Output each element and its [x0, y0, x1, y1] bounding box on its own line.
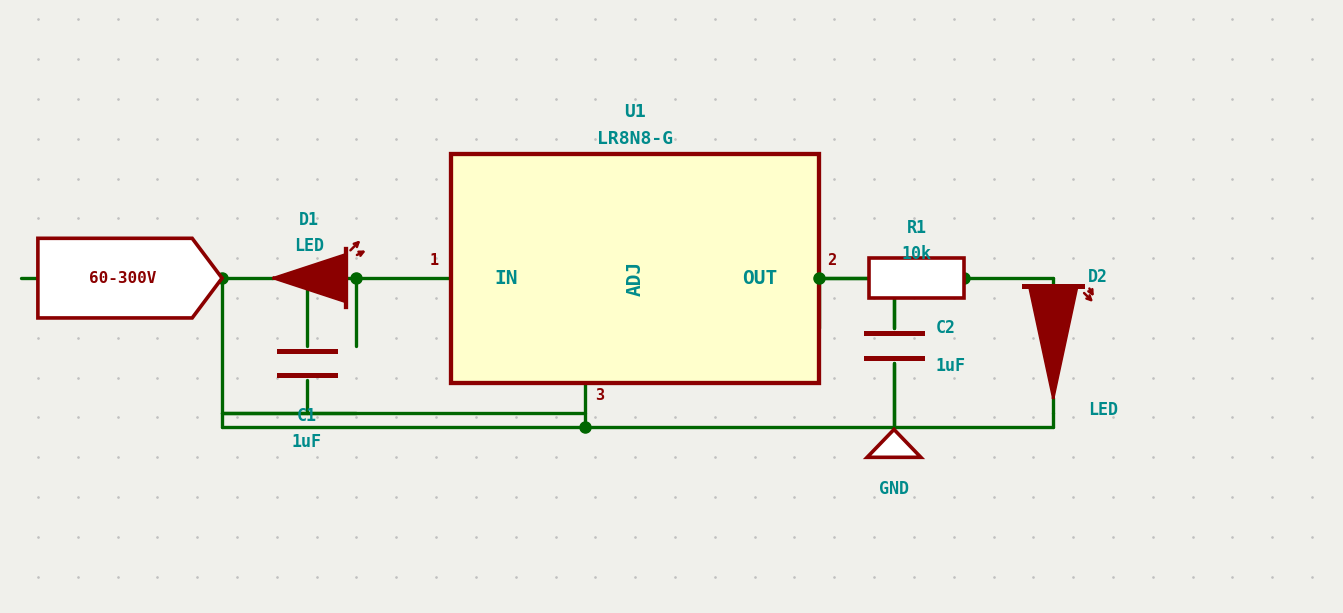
FancyBboxPatch shape — [869, 258, 964, 298]
Text: ADJ: ADJ — [626, 261, 645, 295]
Text: 3: 3 — [595, 387, 604, 403]
Polygon shape — [868, 430, 921, 457]
Text: IN: IN — [494, 268, 517, 287]
Text: C2: C2 — [936, 319, 956, 337]
Polygon shape — [1029, 286, 1077, 398]
Polygon shape — [274, 254, 346, 302]
Text: R1: R1 — [907, 219, 927, 237]
Text: 1uF: 1uF — [291, 433, 322, 451]
Text: LED: LED — [294, 237, 324, 255]
Text: D2: D2 — [1088, 268, 1108, 286]
Polygon shape — [38, 238, 222, 318]
Text: C1: C1 — [297, 408, 317, 425]
Text: 1uF: 1uF — [936, 357, 966, 375]
Text: LED: LED — [1088, 400, 1119, 419]
Text: 10k: 10k — [901, 245, 932, 263]
Text: GND: GND — [878, 480, 909, 498]
Text: OUT: OUT — [741, 268, 778, 287]
Text: U1: U1 — [624, 103, 646, 121]
FancyBboxPatch shape — [451, 154, 819, 383]
Text: 60-300V: 60-300V — [89, 270, 156, 286]
Text: D1: D1 — [299, 211, 320, 229]
Text: 1: 1 — [430, 253, 439, 268]
Text: 2: 2 — [827, 253, 837, 268]
Text: LR8N8-G: LR8N8-G — [598, 130, 673, 148]
